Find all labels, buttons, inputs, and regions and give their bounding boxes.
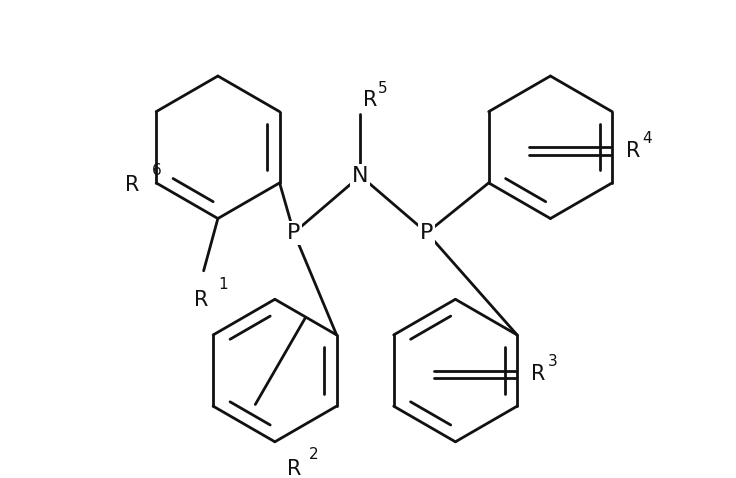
Text: R: R bbox=[287, 459, 301, 478]
Text: R: R bbox=[194, 290, 208, 310]
Text: 6: 6 bbox=[152, 163, 161, 178]
Text: P: P bbox=[287, 223, 300, 243]
Text: 2: 2 bbox=[309, 447, 319, 463]
Text: R: R bbox=[124, 175, 139, 195]
Text: 1: 1 bbox=[218, 277, 227, 293]
Text: R: R bbox=[626, 141, 641, 161]
Text: 5: 5 bbox=[378, 81, 387, 96]
Text: 4: 4 bbox=[643, 131, 652, 146]
Text: R: R bbox=[531, 364, 546, 384]
Text: R: R bbox=[364, 90, 378, 110]
Text: P: P bbox=[420, 223, 434, 243]
Text: N: N bbox=[352, 166, 369, 186]
Text: 3: 3 bbox=[548, 355, 557, 369]
